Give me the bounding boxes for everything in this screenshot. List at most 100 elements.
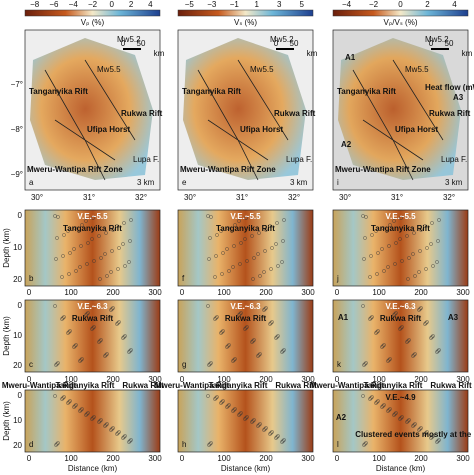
- event: [67, 400, 71, 404]
- scale-label: 50: [290, 39, 299, 48]
- distance-tick-label: 300: [456, 288, 470, 297]
- distance-tick-label: 200: [106, 454, 120, 463]
- event: [220, 400, 224, 404]
- distance-tick-label: 300: [301, 375, 315, 384]
- event: [105, 274, 109, 278]
- event: [231, 265, 235, 269]
- event: [374, 229, 378, 233]
- event: [431, 264, 435, 268]
- event: [369, 396, 373, 400]
- event: [270, 320, 274, 324]
- distance-tick-label: 200: [414, 454, 428, 463]
- event: [61, 254, 65, 258]
- event: [431, 434, 435, 438]
- event: [375, 272, 379, 276]
- depth-label: Depth (km): [2, 316, 11, 356]
- event: [127, 350, 131, 354]
- event: [62, 315, 66, 319]
- map-label: Tanganyika Rift: [182, 87, 241, 96]
- section-label: Rukwa Rift: [430, 381, 472, 390]
- lon-tick-label: 30°: [184, 193, 196, 202]
- event: [281, 349, 285, 353]
- event: [97, 234, 101, 238]
- event: [98, 277, 102, 281]
- event: [219, 331, 223, 335]
- event: [243, 327, 247, 331]
- event: [225, 405, 229, 409]
- event: [412, 423, 416, 427]
- depth-tick-label: 10: [13, 331, 22, 340]
- scale-bar: [431, 48, 449, 50]
- depth-tick-label: 20: [13, 361, 22, 370]
- event: [55, 236, 59, 240]
- event: [392, 313, 396, 317]
- event: [368, 397, 372, 401]
- scale-label: 0: [274, 39, 279, 48]
- event: [423, 224, 427, 228]
- event: [382, 403, 386, 407]
- event: [257, 353, 261, 357]
- event: [387, 408, 391, 412]
- event: [269, 431, 273, 435]
- event: [411, 252, 415, 256]
- colorbar-tick-label: 0: [110, 0, 115, 9]
- event: [270, 246, 274, 250]
- event: [429, 336, 433, 340]
- panel-letter: f: [182, 274, 185, 283]
- event: [128, 439, 132, 443]
- event: [239, 411, 243, 415]
- scale-bar: [123, 48, 141, 50]
- event: [264, 426, 268, 430]
- map-label: Lupa F.: [286, 155, 312, 164]
- section-label: V.E.~5.5: [77, 212, 108, 221]
- event: [115, 322, 119, 326]
- event: [117, 430, 121, 434]
- colorbar-tick-label: −2: [88, 0, 98, 9]
- event: [115, 432, 119, 436]
- event: [129, 218, 133, 222]
- event: [122, 221, 126, 225]
- colorbar-label: Vₚ/Vₛ (%): [384, 18, 418, 27]
- distance-tick-label: 100: [372, 454, 386, 463]
- event: [61, 316, 65, 320]
- event: [91, 216, 95, 220]
- event: [411, 354, 415, 358]
- map-label: Mw5.5: [405, 65, 429, 74]
- event: [370, 395, 374, 399]
- section-label: Clustered events mostly at the Rukwa Rif…: [355, 430, 474, 439]
- event: [274, 436, 278, 440]
- event: [111, 228, 115, 232]
- event: [269, 267, 273, 271]
- event: [386, 265, 390, 269]
- event: [53, 394, 57, 398]
- event: [281, 239, 285, 243]
- event: [90, 417, 94, 421]
- section-label: Rukwa Rift: [380, 314, 422, 323]
- event: [251, 419, 255, 423]
- event: [233, 223, 237, 227]
- section: [24, 299, 161, 373]
- event: [105, 422, 109, 426]
- colorbar-tick-label: 4: [148, 0, 153, 9]
- event: [424, 321, 428, 325]
- event: [92, 325, 96, 329]
- event: [263, 427, 267, 431]
- map-velocity: [30, 38, 153, 180]
- event: [243, 417, 247, 421]
- event: [263, 307, 267, 311]
- event: [208, 442, 212, 446]
- event: [73, 226, 77, 230]
- event: [252, 256, 256, 260]
- event: [270, 430, 274, 434]
- event: [109, 308, 113, 312]
- event: [128, 349, 132, 353]
- fault-lines: [44, 59, 136, 181]
- event: [256, 424, 260, 428]
- map-label: Rukwa Rift: [274, 109, 316, 118]
- distance-tick-label: 0: [335, 454, 340, 463]
- panel-letter: a: [29, 178, 34, 187]
- colorbar-tick-label: 4: [452, 0, 457, 9]
- distance-tick-label: 100: [64, 375, 78, 384]
- event: [412, 231, 416, 235]
- distance-tick-label: 300: [456, 375, 470, 384]
